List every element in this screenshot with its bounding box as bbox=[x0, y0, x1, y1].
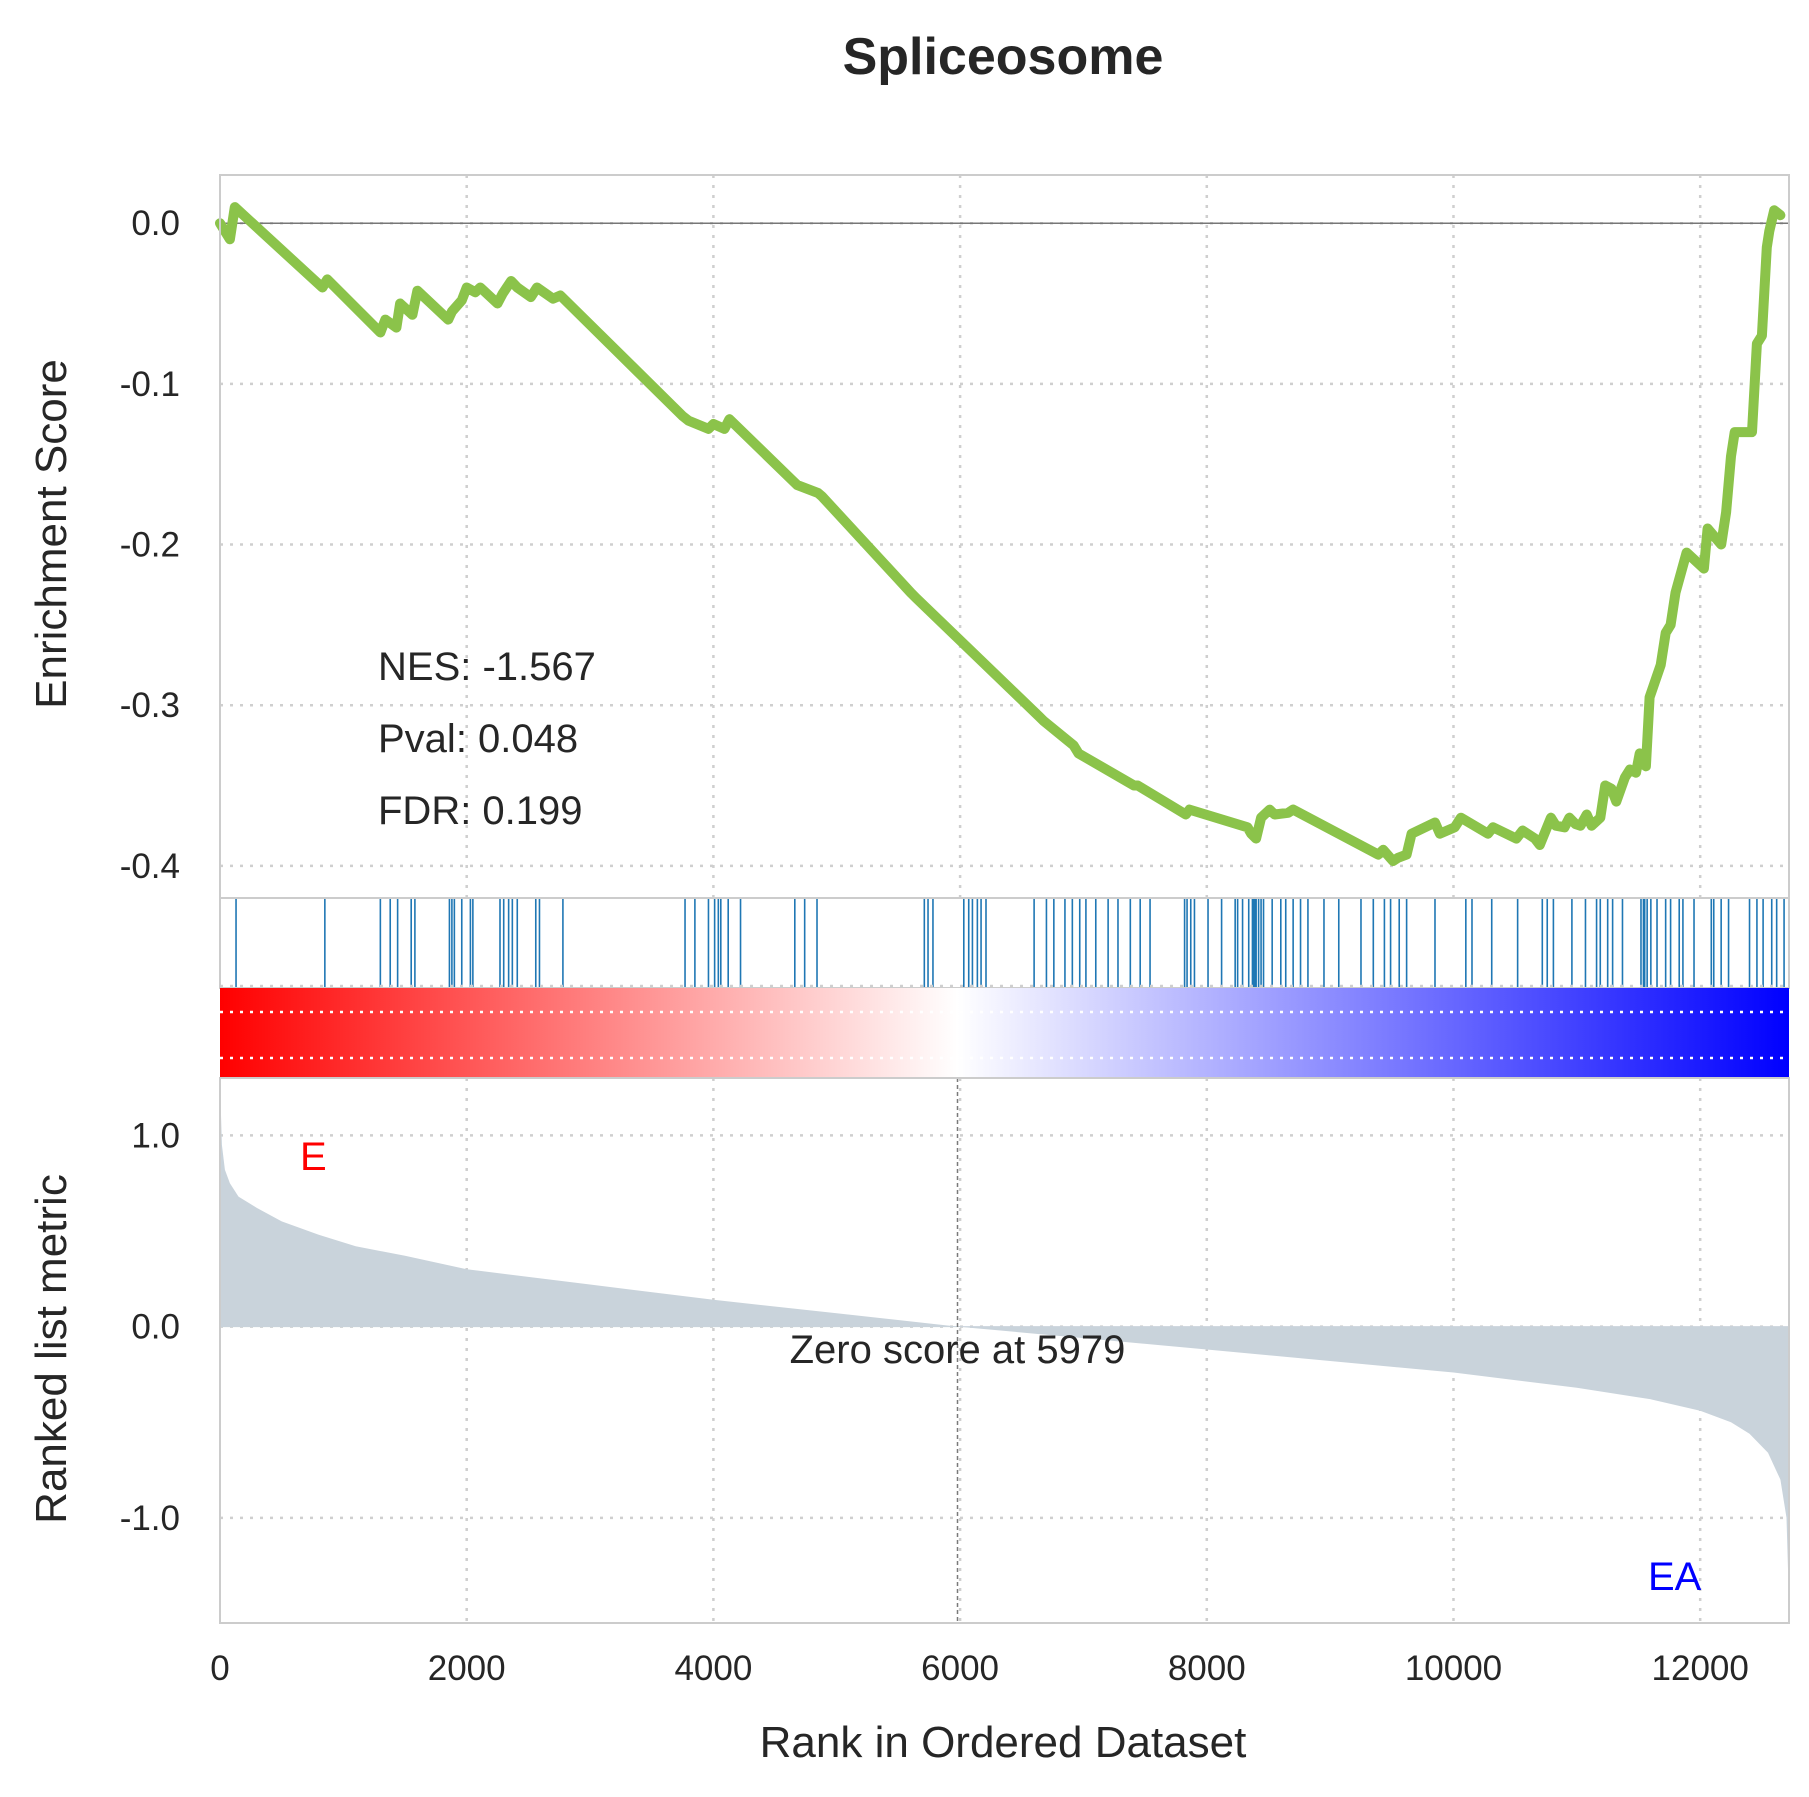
x-tick-label: 0 bbox=[210, 1649, 229, 1688]
chart-title: Spliceosome bbox=[843, 28, 1164, 86]
x-tick-label: 10000 bbox=[1405, 1649, 1502, 1688]
zero-score-label: Zero score at 5979 bbox=[790, 1328, 1126, 1372]
gene-hits-panel bbox=[219, 897, 1790, 989]
enrichment-score-line bbox=[215, 202, 1786, 866]
enrichment-score-axis-label: Enrichment Score bbox=[27, 359, 76, 709]
es-stat-text: Pval: 0.048 bbox=[378, 717, 578, 761]
es-y-tick-label: -0.3 bbox=[120, 686, 180, 725]
enrichment-score-panel: 0.0 -0.1 -0.2 -0.3 -0.4 NES: -1.567 Pval: 0.04… bbox=[120, 174, 1790, 899]
x-tick-label: 4000 bbox=[674, 1649, 752, 1688]
rm-frame bbox=[219, 1077, 1790, 1624]
rm-y-tick-label: -1.0 bbox=[120, 1499, 180, 1538]
ranking-heatmap-panel bbox=[220, 988, 1789, 1078]
es-y-tick-label: -0.4 bbox=[120, 847, 180, 886]
x-tick-label: 8000 bbox=[1168, 1649, 1246, 1688]
negative-class-label: EA bbox=[1648, 1555, 1702, 1599]
ranking-heatmap bbox=[220, 988, 1789, 1078]
x-axis-label: Rank in Ordered Dataset bbox=[760, 1718, 1247, 1767]
es-y-tick-label: 0.0 bbox=[131, 204, 180, 243]
ranked-metric-area bbox=[220, 1081, 1789, 1604]
rm-y-tick-label: 0.0 bbox=[131, 1308, 180, 1347]
x-axis: 0 2000 4000 6000 8000 10000 12000 bbox=[210, 1649, 1749, 1688]
es-stat-text: NES: -1.567 bbox=[378, 645, 596, 689]
x-tick-label: 2000 bbox=[428, 1649, 506, 1688]
es-y-tick-label: -0.2 bbox=[120, 526, 180, 565]
es-stat-text: FDR: 0.199 bbox=[378, 789, 583, 833]
positive-class-label: E bbox=[300, 1135, 327, 1179]
ranked-metric-panel: 1.0 0.0 -1.0 Zero score at 5979 E EA bbox=[120, 1077, 1790, 1624]
es-y-tick-label: -0.1 bbox=[120, 365, 180, 404]
rm-y-tick-label: 1.0 bbox=[131, 1116, 180, 1155]
x-tick-label: 12000 bbox=[1652, 1649, 1749, 1688]
x-tick-label: 6000 bbox=[921, 1649, 999, 1688]
ranked-metric-axis-label: Ranked list metric bbox=[27, 1174, 76, 1524]
